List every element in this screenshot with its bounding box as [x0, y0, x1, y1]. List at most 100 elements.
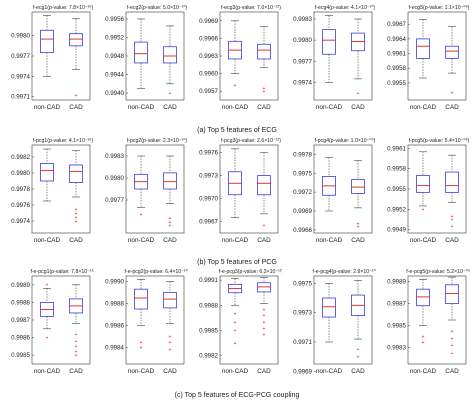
outlier-marker: + [234, 320, 237, 326]
x-tick-label-cad: CAD [163, 368, 177, 375]
outlier-marker: + [75, 219, 78, 225]
box-cad: +++ [163, 155, 177, 229]
y-tick-label: 0.9958 [387, 166, 406, 173]
box-cad: + [257, 152, 271, 229]
outlier-marker: + [234, 83, 237, 89]
y-tick-label: 0.9980 [11, 170, 30, 177]
y-tick-label: 0.9971 [11, 94, 30, 101]
iqr-box [257, 43, 271, 60]
y-tick-label: 0.9976 [11, 202, 30, 209]
outlier-marker: + [451, 90, 454, 96]
box-non-cad: ++ [134, 279, 148, 351]
y-tick-label: 0.9958 [387, 65, 406, 72]
box-cad: ++ [351, 280, 365, 360]
box-non-cad: + + + + [228, 278, 242, 347]
outlier-marker: + [357, 347, 360, 353]
y-tick-label: 0.9966 [293, 227, 312, 234]
outlier-marker: + [169, 334, 172, 340]
y-tick-label: 0.9983 [293, 16, 312, 23]
outlier-marker: + [422, 334, 425, 340]
y-tick-label: 0.9972 [293, 189, 312, 196]
panel-title: f-e-pcg4(p-value: 2.9×10⁻¹⁰) [313, 269, 376, 275]
boxplot-panel: f-ecg3(p-value: 7.0×10⁻¹²) 0.9969 0.9966 0.… [199, 5, 281, 111]
plot-frame [219, 144, 279, 234]
outlier-marker: + [357, 354, 360, 360]
x-tick-label-cad: CAD [445, 237, 459, 244]
y-tick-label: 0.9977 [293, 58, 312, 65]
y-tick-label: 0.9949 [387, 227, 406, 234]
x-tick-label-cad: CAD [163, 237, 177, 244]
iqr-box [351, 179, 365, 194]
panel-title: f-ecg4(p-value: 4.1×10⁻¹⁰) [315, 5, 376, 11]
box-non-cad: + [416, 151, 430, 213]
box-non-cad [228, 148, 242, 218]
x-tick-label-non-cad: non-CAD [410, 368, 437, 375]
outlier-marker: + [46, 283, 49, 289]
y-tick-label: 0.9971 [293, 339, 312, 346]
y-tick-label: 0.9986 [105, 323, 124, 330]
x-tick-label-cad: CAD [351, 104, 365, 111]
boxplot-panel: f-pcg3(p-value: 2.6×10⁻¹²)0.9976 0.9973 0.… [199, 138, 281, 244]
x-tick-label-non-cad: non-CAD [222, 104, 249, 111]
box-cad: ++++ [445, 276, 459, 357]
outlier-marker: + [422, 207, 425, 213]
plot-frame [219, 275, 279, 365]
x-tick-label-non-cad: non-CAD [410, 237, 437, 244]
outlier-marker: + [263, 307, 266, 313]
y-tick-label: 0.9952 [387, 206, 406, 213]
y-tick-label: 0.9982 [11, 154, 30, 161]
box-cad: ++++ [69, 150, 83, 225]
outlier-marker: + [451, 329, 454, 335]
panel-title: f-pcg1(p-value: 4.1×10⁻¹⁶) [33, 138, 94, 144]
box-cad: + [445, 26, 459, 96]
y-tick-label: 0.9988 [105, 301, 124, 308]
box-non-cad: + [228, 20, 242, 89]
box-cad: + [351, 18, 365, 97]
outlier-marker: + [263, 332, 266, 338]
panel-title: f-ecg3(p-value: 7.0×10⁻¹²) [221, 5, 281, 11]
outlier-marker: + [46, 335, 49, 341]
y-tick-label: 0.9963 [199, 53, 218, 60]
plot-frame [313, 144, 373, 234]
outlier-marker: + [263, 320, 266, 326]
panel-title: f-e-pcg2(p-value: 6.4×10⁻¹⁰) [125, 269, 188, 275]
y-tick-label: 0.9983 [387, 345, 406, 352]
boxplot-panel: f-e-pcg1(p-value: 7.8×10⁻¹⁶) 0.9989 0.9988… [11, 269, 94, 375]
outlier-marker: + [451, 351, 454, 357]
outlier-marker: + [263, 327, 266, 333]
x-tick-label-cad: CAD [69, 237, 83, 244]
outlier-marker: + [263, 89, 266, 95]
y-tick-label: 0.9991 [199, 277, 218, 284]
boxplot-panel: f-pcg1(p-value: 4.1×10⁻¹⁶) 0.9982 0.9980 0.… [11, 138, 94, 244]
plot-frame [407, 275, 467, 365]
iqr-box [416, 288, 430, 307]
iqr-box [134, 288, 148, 310]
outlier-marker: + [263, 223, 266, 229]
outlier-marker: + [75, 211, 78, 217]
panel-title: f-e-pcg3(p-value: 6.3×10⁻¹²) [219, 269, 282, 275]
y-tick-label: 0.9956 [105, 16, 124, 23]
y-tick-label: 0.9969 [199, 18, 218, 25]
outlier-marker: + [263, 313, 266, 319]
boxplot-panel: f-e-pcg3(p-value: 6.3×10⁻¹²)0.9991 0.9988… [199, 269, 282, 375]
outlier-marker: + [75, 339, 78, 345]
x-tick-label-non-cad: non-CAD [316, 368, 343, 375]
outlier-marker: + [451, 214, 454, 220]
y-tick-label: 0.9988 [199, 302, 218, 309]
y-tick-label: 0.9989 [11, 282, 30, 289]
outlier-marker: + [75, 344, 78, 350]
plot-frame [125, 144, 185, 234]
y-tick-label: 0.9961 [387, 51, 406, 58]
boxplot-panel: f-pcg2(p-value: 2.3×10⁻¹⁰) 0.9983 0.9980 0.… [105, 138, 187, 244]
plot-frame [407, 11, 467, 101]
iqr-box [134, 41, 148, 64]
box-non-cad [416, 19, 430, 79]
box-non-cad [322, 15, 336, 83]
y-tick-label: 0.9984 [105, 345, 124, 352]
x-tick-label-cad: CAD [257, 368, 271, 375]
outlier-marker: + [140, 212, 143, 218]
box-cad: +++++ [257, 277, 271, 338]
boxplot-panel: f-e-pcg5(p-value: 5.2×10⁻⁰⁹)0.9989 0.9987… [387, 269, 470, 375]
iqr-box [40, 29, 54, 54]
row-caption: (c) Top 5 features of ECG-PCG coupling [174, 392, 300, 399]
